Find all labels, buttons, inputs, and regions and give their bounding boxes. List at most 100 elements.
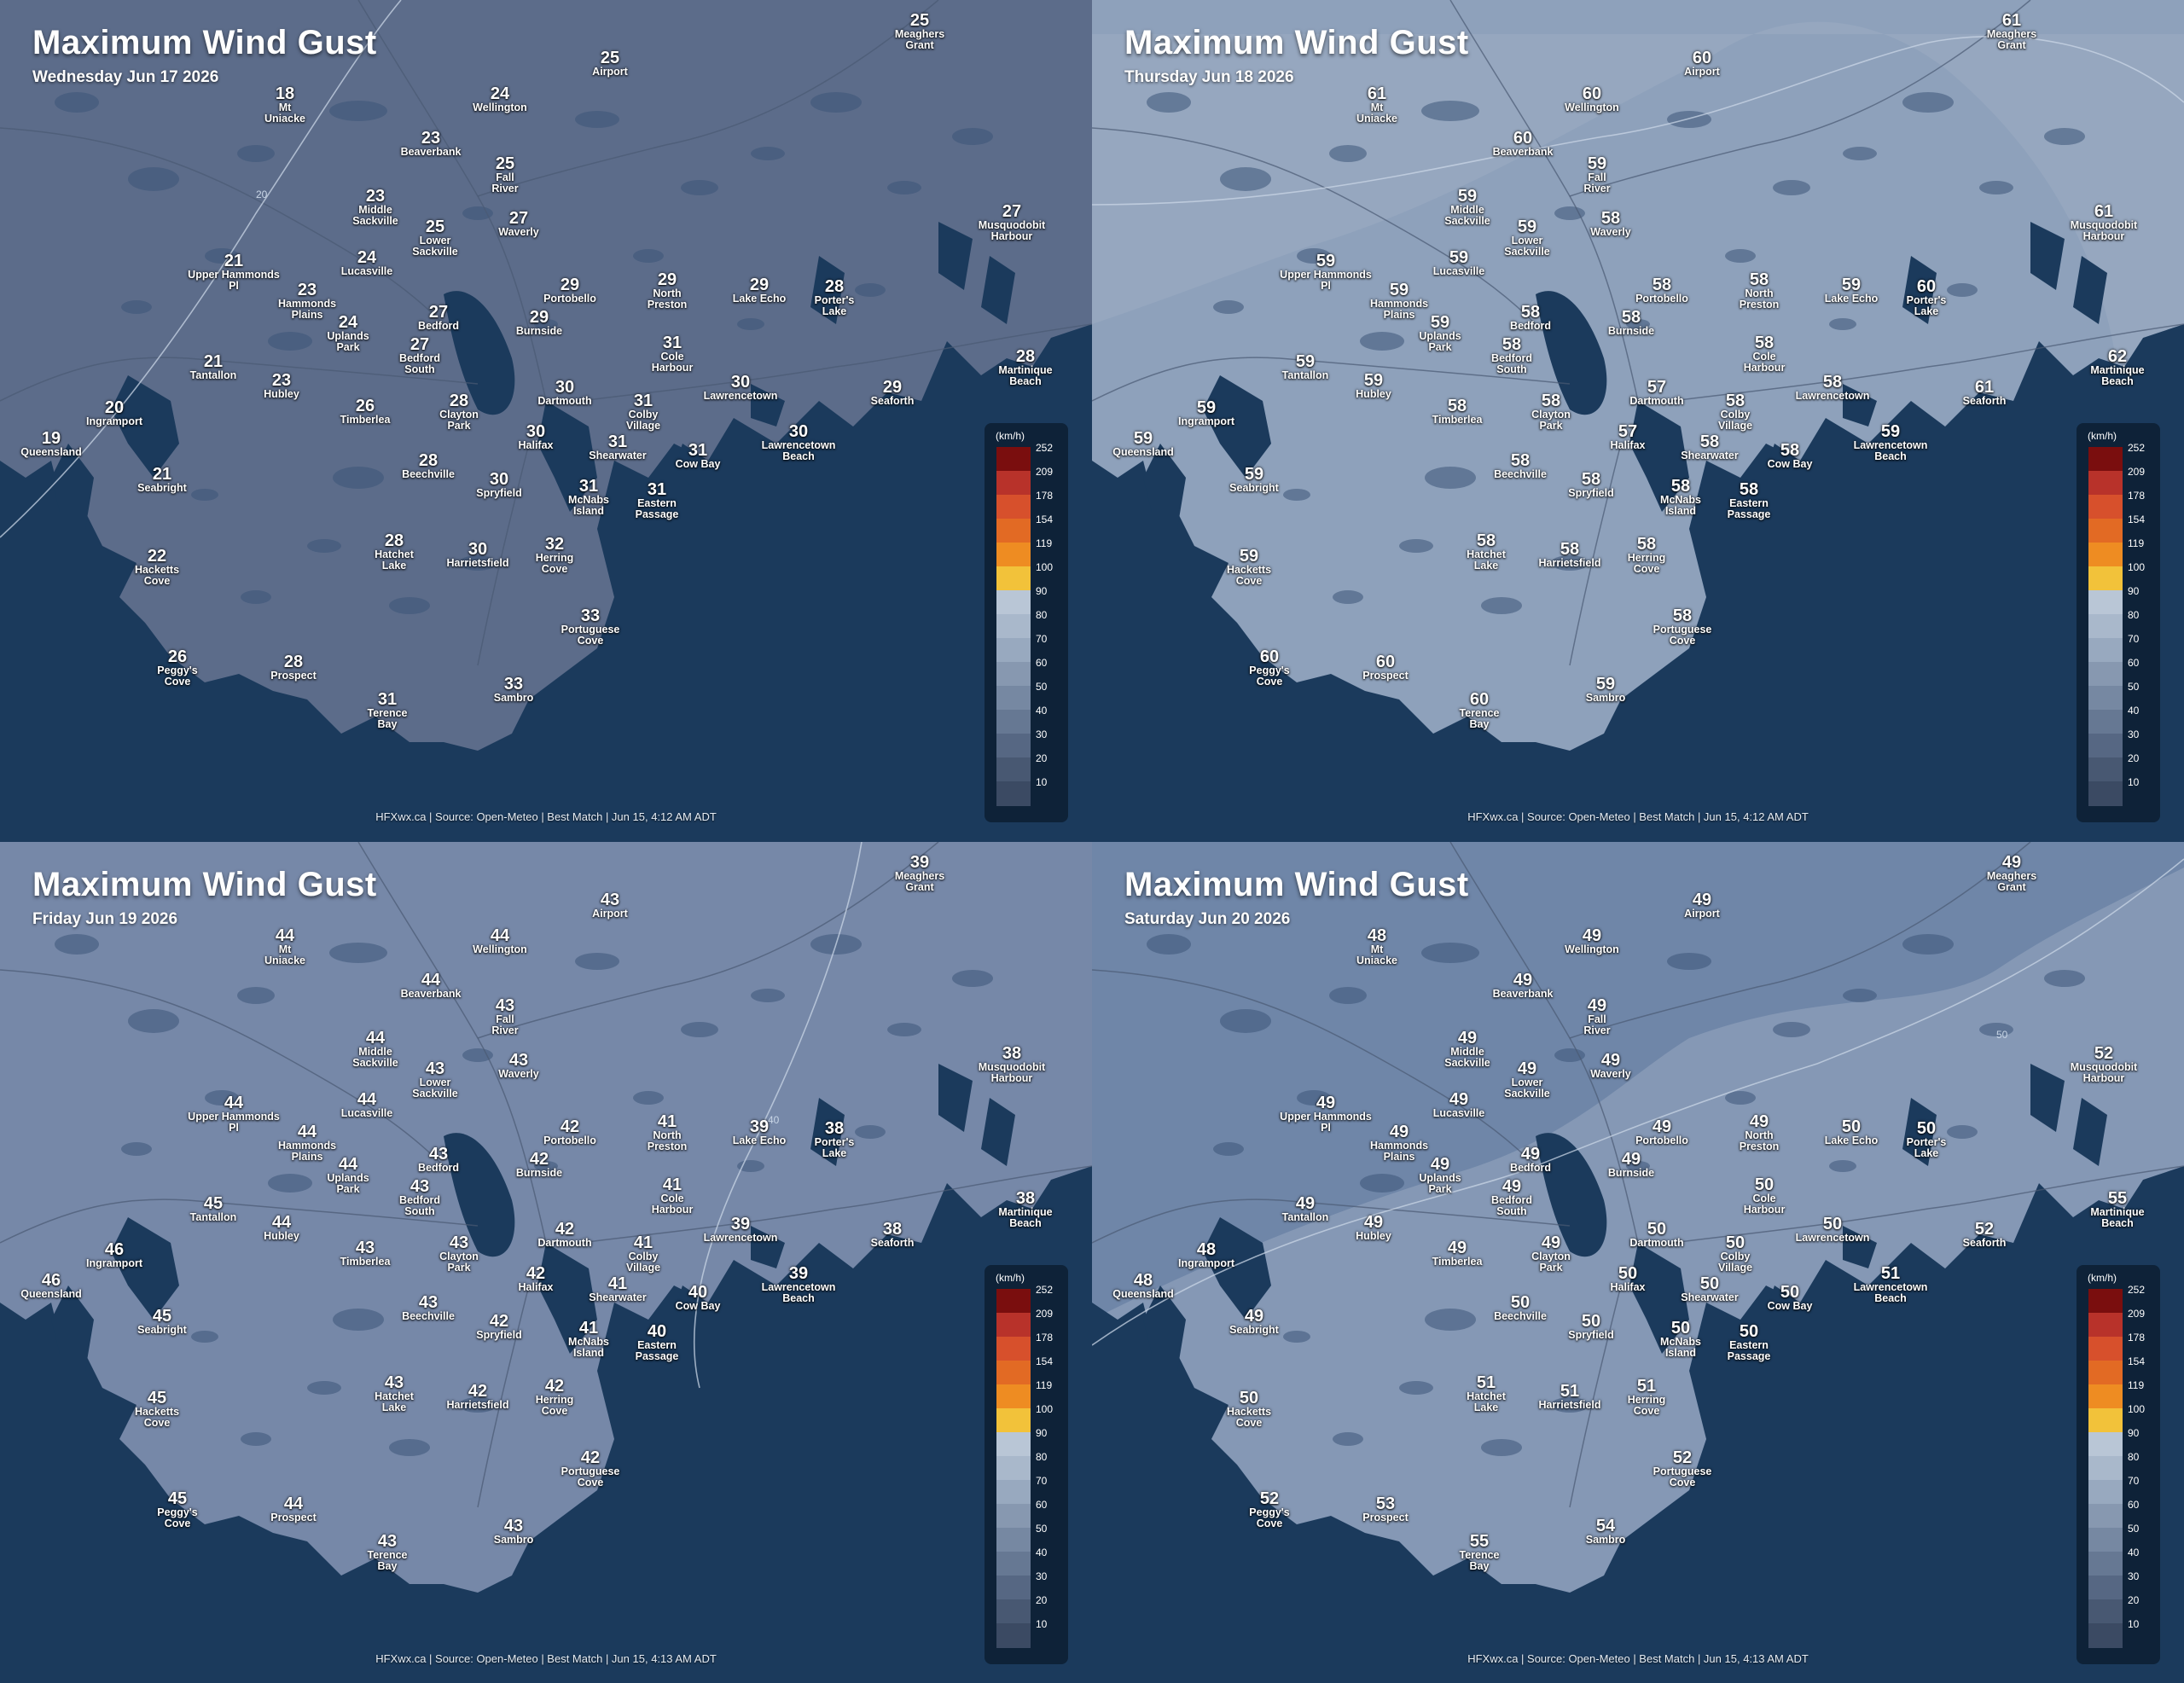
location-label: 50 Eastern Passage: [1728, 1323, 1771, 1362]
lake: [1829, 318, 1856, 330]
legend-tick: 154: [2128, 1355, 2146, 1367]
location-label: 51 Lawrencetown Beach: [1854, 1265, 1928, 1304]
location-label: 43 Airport: [592, 891, 628, 920]
location-name: Portuguese: [561, 624, 620, 635]
location-label: 24 Wellington: [473, 85, 527, 113]
location-name: Harbour: [1743, 362, 1786, 374]
gust-value: 42: [468, 1382, 488, 1401]
legend-tick: 70: [1036, 633, 1048, 645]
harbour-water: [1629, 401, 1689, 512]
gust-value: 22: [147, 547, 167, 566]
location-label: 49 Middle Sackville: [1444, 1030, 1490, 1069]
gust-value: 44: [275, 926, 295, 945]
location-name: Tantallon: [1281, 369, 1329, 381]
harbour-water: [1843, 1226, 1877, 1268]
location-name: Spryfield: [1568, 1329, 1614, 1341]
lake: [1979, 181, 2013, 194]
gust-value: 29: [560, 276, 580, 294]
location-name: Cove: [577, 1477, 604, 1489]
lake: [855, 1125, 886, 1139]
gust-value: 59: [1880, 422, 1901, 441]
location-name: Park: [336, 341, 360, 354]
location-name: Park: [1428, 341, 1452, 354]
gust-value: 28: [418, 451, 439, 470]
location-label: 31 Colby Village: [626, 392, 660, 432]
location-label: 58 Bedford South: [1491, 336, 1532, 375]
location-name: Lake: [381, 560, 407, 572]
location-label: 44 Hubley: [264, 1214, 299, 1242]
location-name: Shearwater: [589, 450, 647, 461]
harbour-water: [751, 1226, 785, 1268]
location-name: McNabs: [568, 1336, 609, 1348]
gust-value: 27: [410, 335, 430, 354]
gust-value: 50: [1841, 1117, 1862, 1136]
location-name: Beach: [782, 450, 815, 463]
legend-tick: 10: [2128, 776, 2140, 788]
legend-swatch: [2088, 1337, 2123, 1361]
gust-contour: [0, 0, 402, 538]
location-name: Sackville: [1504, 246, 1550, 258]
gust-value: 49: [1582, 926, 1602, 945]
gust-value: 30: [788, 422, 809, 441]
location-name: Terence: [367, 1549, 408, 1561]
legend-tick: 154: [2128, 514, 2146, 525]
map-date: Wednesday Jun 17 2026: [32, 68, 219, 86]
location-label: 38 Porter's Lake: [815, 1120, 855, 1159]
location-name: Beach: [1874, 450, 1907, 463]
legend-unit: (km/h): [2088, 430, 2117, 442]
location-name: Airport: [592, 66, 628, 78]
gust-value: 60: [1513, 129, 1533, 148]
contour-label: 50: [1996, 1029, 2008, 1041]
location-name: Pl: [229, 280, 239, 293]
contour-label: 20: [256, 189, 268, 200]
location-name: River: [1583, 1024, 1611, 1037]
location-name: Fall: [496, 171, 514, 183]
gust-value: 49: [1600, 1051, 1621, 1070]
lake: [1554, 1048, 1585, 1062]
location-label: 59 Lawrencetown Beach: [1854, 423, 1928, 462]
gust-value: 31: [377, 690, 398, 709]
gust-value: 58: [1476, 531, 1496, 550]
gust-value: 21: [224, 252, 244, 270]
location-name: Cow Bay: [675, 458, 721, 470]
legend-tick: 154: [1036, 514, 1054, 525]
location-name: Wellington: [1565, 102, 1619, 113]
location-label: 50 Lawrencetown: [1796, 1216, 1870, 1244]
location-name: Cove: [143, 575, 171, 588]
location-label: 43 Sambro: [494, 1518, 534, 1546]
location-name: Sambro: [1585, 1534, 1626, 1546]
location-name: Clayton: [439, 1251, 479, 1262]
location-label: 27 Bedford South: [399, 336, 440, 375]
gust-value: 31: [662, 334, 682, 352]
location-name: South: [1496, 363, 1527, 376]
location-label: 49 North Preston: [1740, 1113, 1780, 1152]
location-name: Herring: [535, 1394, 574, 1406]
location-label: 48 Ingramport: [1178, 1241, 1234, 1269]
location-name: Hatchet: [1467, 548, 1506, 560]
gust-value: 61: [2001, 11, 2022, 30]
legend-tick: 178: [2128, 490, 2146, 502]
legend-tick: 90: [2128, 1427, 2140, 1439]
location-name: Lower: [1511, 1077, 1543, 1088]
location-label: 41 Cole Harbour: [652, 1176, 694, 1216]
location-label: 50 Hacketts Cove: [1227, 1390, 1271, 1429]
legend-swatch: [996, 1528, 1031, 1552]
location-label: 25 Fall River: [491, 155, 518, 194]
legend-tick: 40: [1036, 705, 1048, 717]
location-label: 44 Wellington: [473, 927, 527, 955]
gust-value: 49: [1244, 1307, 1264, 1326]
road: [1671, 323, 2184, 402]
gust-value: 25: [600, 49, 620, 67]
location-label: 41 McNabs Island: [568, 1320, 609, 1359]
legend-swatch: [996, 1313, 1031, 1338]
lake: [1902, 934, 1954, 955]
road: [1449, 0, 1639, 402]
harbour-water: [111, 375, 179, 478]
location-name: Lake Echo: [1824, 1135, 1879, 1146]
contour-label: 40: [768, 1114, 780, 1126]
location-label: 59 Queensland: [1112, 430, 1174, 458]
location-name: Portobello: [543, 1135, 596, 1146]
location-name: Airport: [592, 908, 628, 920]
location-name: Meaghers: [1986, 28, 2037, 40]
location-name: Dartmouth: [537, 395, 592, 407]
